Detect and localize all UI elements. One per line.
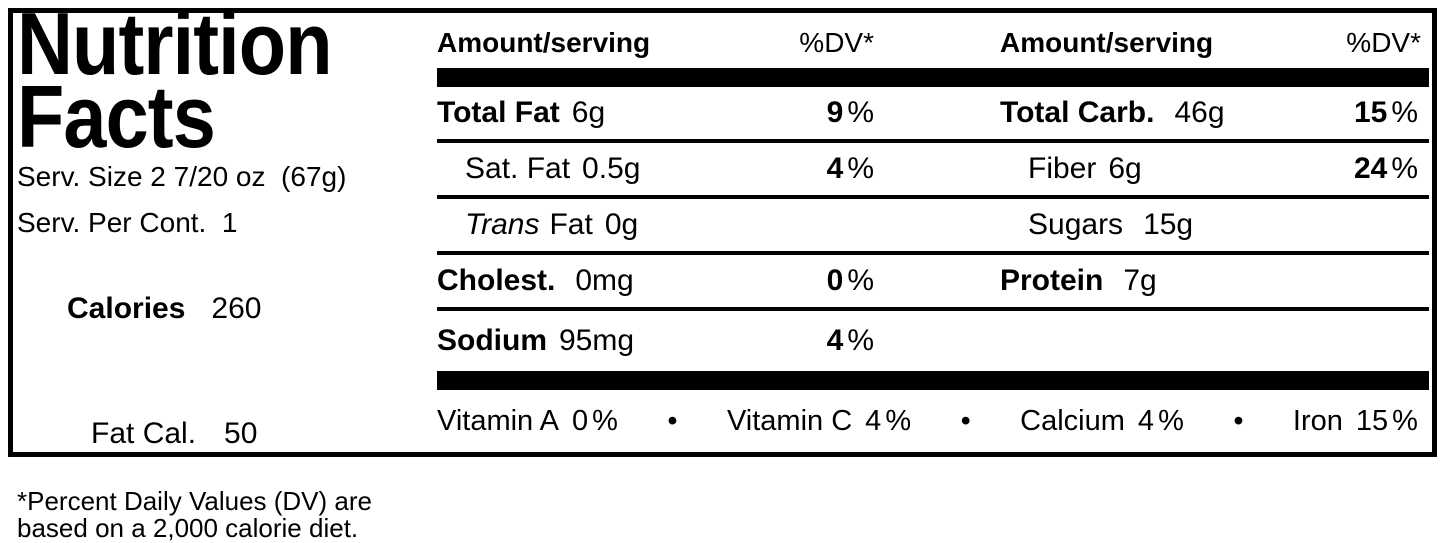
calories-value: 260	[211, 292, 262, 325]
label-title: Nutrition Facts	[17, 0, 385, 166]
nutrition-facts-label: Nutrition Facts Serv. Size 2 7/20 oz (67…	[8, 0, 1437, 542]
nutrient-cell-sugars: Sugars 15g	[1000, 208, 1310, 242]
dv-cell-total-carb: 15%	[1310, 96, 1429, 130]
percent-sign: %	[1158, 404, 1184, 437]
micronutrient-calcium: Calcium 4%	[1020, 405, 1184, 438]
nutrient-name: Total Carb.	[1000, 96, 1155, 129]
micronutrient-name: Iron	[1292, 404, 1343, 437]
nutrient-cell-protein: Protein 7g	[1000, 264, 1310, 298]
dv-cell-cholesterol: 0%	[747, 264, 874, 298]
micronutrient-name: Vitamin A	[437, 404, 559, 437]
micronutrient-vitamin-a: Vitamin A 0%	[437, 405, 618, 438]
micronutrient-name: Vitamin C	[726, 404, 853, 437]
dv-value: 9	[826, 96, 844, 129]
dv-footnote: *Percent Daily Values (DV) are based on …	[17, 488, 435, 542]
nutrient-cell-total-fat: Total Fat 6g	[437, 96, 747, 130]
fat-calories-label: Fat Cal.	[91, 417, 197, 450]
nutrient-cell-cholesterol: Cholest. 0mg	[437, 264, 747, 298]
nutrient-name-italic: Trans	[465, 208, 540, 241]
nutrient-row-sat-fat-fiber: Sat. Fat 0.5g 4% Fiber 6g 24%	[437, 143, 1429, 199]
nutrient-cell-fiber: Fiber 6g	[1000, 152, 1310, 186]
nutrient-value: 95mg	[559, 324, 635, 357]
percent-sign: %	[592, 404, 618, 437]
bullet-separator: •	[960, 404, 971, 437]
nutrient-value: 6g	[571, 96, 606, 129]
dv-value: 15	[1353, 96, 1388, 129]
nutrient-name: Protein	[1000, 264, 1104, 297]
percent-sign: %	[1392, 404, 1418, 437]
nutrient-row-sodium: Sodium 95mg 4%	[437, 311, 1429, 371]
nutrient-name: Sugars	[1028, 208, 1124, 241]
divider-bar-top	[437, 68, 1429, 87]
nutrient-name: Fiber	[1028, 152, 1097, 185]
percent-sign: %	[1391, 96, 1418, 129]
dv-value: 4	[826, 152, 844, 185]
bullet-separator: •	[1233, 404, 1244, 437]
serving-size: Serv. Size 2 7/20 oz (67g)	[17, 161, 347, 192]
nutrient-value: 0mg	[575, 264, 634, 297]
percent-sign: %	[885, 404, 912, 437]
nutrient-name: Cholest.	[437, 264, 556, 297]
percent-sign: %	[847, 96, 874, 129]
micronutrient-vitamin-c: Vitamin C 4%	[727, 405, 911, 438]
nutrient-value: 0.5g	[582, 152, 641, 185]
title-line-1: Nutrition	[17, 0, 333, 93]
dv-cell-sodium: 4%	[747, 324, 874, 358]
percent-sign: %	[1391, 152, 1418, 185]
dv-cell-total-fat: 9%	[747, 96, 874, 130]
micronutrients-row: Vitamin A 0% • Vitamin C 4% • Calcium 4% • …	[437, 390, 1432, 452]
nutrient-row-cholesterol-protein: Cholest. 0mg 0% Protein 7g	[437, 255, 1429, 311]
fat-calories-value: 50	[224, 417, 258, 450]
nutrient-cell-total-carb: Total Carb. 46g	[1000, 96, 1310, 130]
bullet-separator: •	[667, 404, 678, 437]
header-dv-left: %DV*	[799, 27, 874, 58]
micronutrient-dv: 4	[1137, 404, 1155, 437]
nutrient-name: Sat. Fat	[465, 152, 571, 185]
header-amount-left: Amount/serving	[437, 27, 651, 58]
nutrients-table: Amount/serving %DV* Amount/serving %DV* …	[437, 13, 1432, 452]
nutrient-name: Sodium	[437, 324, 547, 357]
calories-row: Calories 260	[17, 255, 435, 363]
nutrient-cell-sat-fat: Sat. Fat 0.5g	[437, 152, 747, 186]
micronutrient-dv: 15	[1355, 404, 1389, 437]
micronutrient-dv: 0	[571, 404, 589, 437]
fat-calories-row: Fat Cal. 50	[17, 380, 435, 488]
nutrient-cell-sodium: Sodium 95mg	[437, 324, 747, 358]
title-line-2: Facts	[17, 67, 216, 166]
percent-sign: %	[847, 264, 874, 297]
dv-cell-fiber: 24%	[1310, 152, 1429, 186]
nutrient-value: 7g	[1123, 264, 1157, 297]
micronutrient-name: Calcium	[1020, 404, 1125, 437]
dv-value: 24	[1353, 152, 1388, 185]
footnote-line-1: *Percent Daily Values (DV) are	[17, 486, 372, 516]
divider-bar-bottom	[437, 371, 1429, 390]
servings-per-container: Serv. Per Cont. 1	[17, 207, 238, 238]
percent-sign: %	[847, 324, 874, 357]
nutrient-cell-trans-fat: Trans Fat 0g	[437, 208, 747, 242]
nutrient-value: 46g	[1174, 96, 1225, 129]
micronutrient-iron: Iron 15%	[1293, 405, 1418, 438]
dv-cell-sat-fat: 4%	[747, 152, 874, 186]
nutrient-name: Fat	[549, 208, 593, 241]
left-panel: Nutrition Facts Serv. Size 2 7/20 oz (67…	[17, 0, 435, 542]
dv-value: 4	[826, 324, 844, 357]
nutrient-value: 0g	[604, 208, 639, 241]
header-amount-right: Amount/serving	[1000, 27, 1214, 58]
nutrient-name: Total Fat	[437, 96, 560, 129]
nutrient-row-total-fat-total-carb: Total Fat 6g 9% Total Carb. 46g 15%	[437, 87, 1429, 143]
percent-sign: %	[847, 152, 874, 185]
calories-label: Calories	[67, 292, 186, 325]
dv-value: 0	[826, 264, 844, 297]
nutrient-row-trans-fat-sugars: Trans Fat 0g Sugars 15g	[437, 199, 1429, 255]
nutrient-value: 6g	[1108, 152, 1142, 185]
micronutrient-dv: 4	[865, 404, 882, 437]
footnote-line-2: based on a 2,000 calorie diet.	[17, 513, 359, 543]
header-dv-right: %DV*	[1346, 27, 1421, 58]
nutrient-value: 15g	[1143, 208, 1194, 241]
table-header: Amount/serving %DV* Amount/serving %DV*	[437, 13, 1432, 68]
